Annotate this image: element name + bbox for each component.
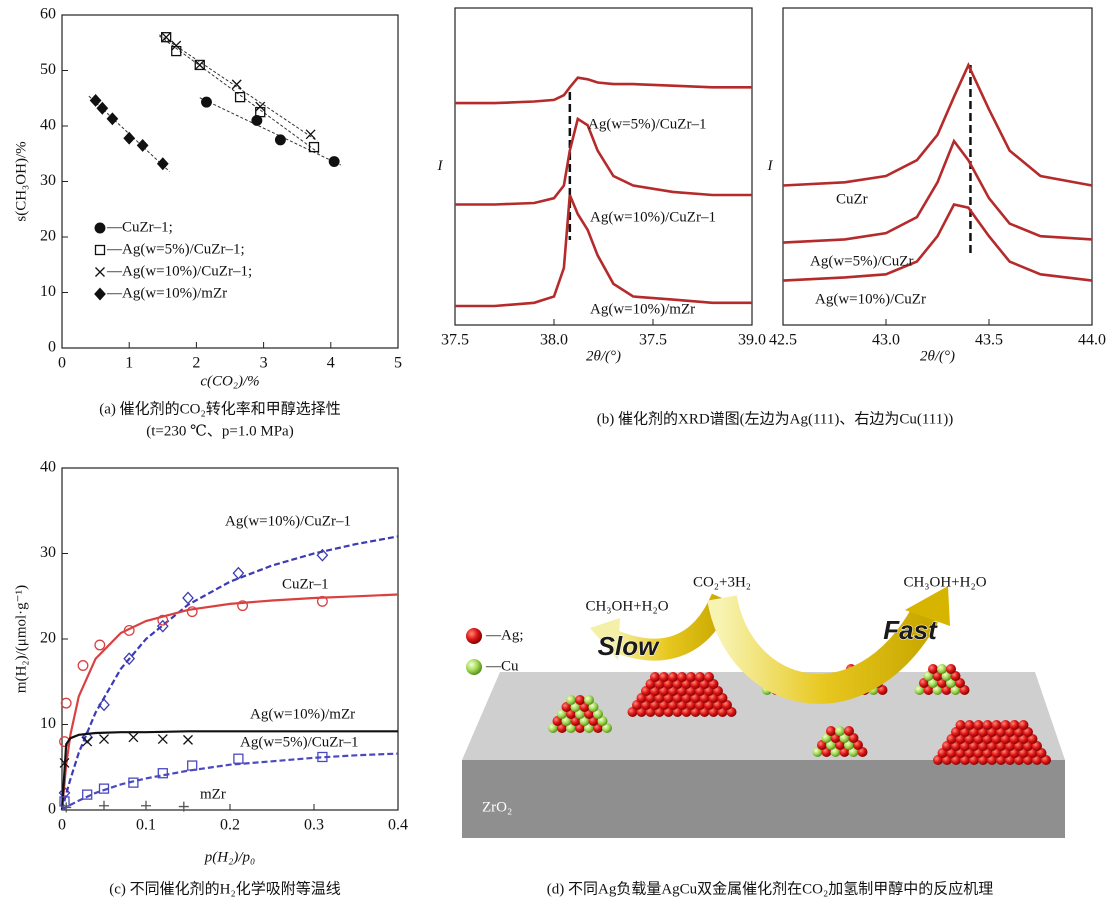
y-tick-label: 20	[40, 228, 56, 245]
series-label: Ag(w=10%)/CuZr–1	[225, 513, 351, 529]
y-axis-label: I	[767, 158, 774, 174]
y-tick-label: 40	[40, 459, 56, 476]
series-label: Ag(w=10%)/CuZr	[815, 291, 926, 307]
y-tick-label: 40	[40, 117, 56, 134]
series-label: CuZr	[836, 191, 868, 207]
atom	[928, 664, 938, 674]
figure: ZrO₂ —Ag; —Cu CO₂+3H₂ CH₃OH+H₂O CH₃OH+H₂…	[0, 0, 1114, 904]
legend-cu: —Cu	[485, 658, 519, 674]
series-label: Ag(w=5%)/CuZr	[810, 253, 913, 269]
subcaption: (t=230 ℃、p=1.0 MPa)	[146, 423, 293, 439]
series-label: Ag(w=5%)/CuZr–1	[240, 734, 358, 750]
x-tick-label: 1	[125, 355, 133, 372]
reactant: CO₂+3H₂	[693, 574, 751, 590]
x-axis-label: 2θ/(°)	[586, 348, 621, 364]
x-axis-label: c(CO₂)/%	[200, 373, 259, 389]
x-tick-label: 0.4	[388, 817, 408, 834]
x-tick-label: 37.5	[639, 332, 667, 349]
fast-label: Fast	[883, 615, 938, 645]
legend-ag: —Ag;	[485, 627, 524, 643]
x-axis-label: p(H₂)/p₀	[204, 849, 255, 865]
x-tick-label: 0.2	[220, 817, 240, 834]
legend-label: —CuZr–1;	[106, 219, 173, 235]
atom	[686, 672, 696, 682]
x-tick-label: 42.5	[769, 332, 797, 349]
marker	[329, 157, 339, 167]
fast-product: CH₃OH+H₂O	[903, 574, 986, 590]
series-label: mZr	[200, 786, 226, 802]
x-tick-label: 43.5	[975, 332, 1003, 349]
atom	[956, 720, 966, 730]
caption: (d) 不同Ag负载量AgCu双金属催化剂在CO₂加氢制甲醇中的反应机理	[547, 879, 993, 897]
legend-label: —Ag(w=10%)/mZr	[106, 285, 227, 301]
atom	[1010, 720, 1020, 730]
atom	[946, 664, 956, 674]
y-tick-label: 0	[48, 339, 56, 356]
atom	[937, 664, 947, 674]
series-label: Ag(w=10%)/mZr	[590, 301, 695, 317]
atom	[974, 720, 984, 730]
atom	[983, 720, 993, 730]
x-tick-label: 5	[394, 355, 402, 372]
y-tick-label: 50	[40, 61, 56, 78]
atom	[826, 726, 836, 736]
atom	[575, 695, 585, 705]
atom	[668, 672, 678, 682]
marker	[276, 135, 286, 145]
atom	[584, 695, 594, 705]
atom	[677, 672, 687, 682]
y-tick-label: 20	[40, 630, 56, 647]
atom	[992, 720, 1002, 730]
atom	[1001, 720, 1011, 730]
x-tick-label: 2	[192, 355, 200, 372]
x-tick-label: 3	[260, 355, 268, 372]
support-front	[462, 760, 1065, 838]
legend-marker	[95, 223, 105, 233]
atom	[695, 672, 705, 682]
legend-ag-ball	[466, 628, 482, 644]
x-tick-label: 0	[58, 355, 66, 372]
legend-label: —Ag(w=5%)/CuZr–1;	[106, 241, 245, 257]
atom	[566, 695, 576, 705]
y-tick-label: 30	[40, 544, 56, 561]
legend-label: —Ag(w=10%)/CuZr–1;	[106, 263, 252, 279]
caption: (c) 不同催化剂的H₂化学吸附等温线	[109, 879, 340, 897]
slow-product: CH₃OH+H₂O	[585, 598, 668, 614]
atom	[1019, 720, 1029, 730]
atom	[835, 726, 845, 736]
series-label: Ag(w=5%)/CuZr–1	[588, 116, 706, 132]
x-tick-label: 4	[327, 355, 335, 372]
atom	[650, 672, 660, 682]
support-label: ZrO₂	[482, 799, 512, 815]
x-axis-label: 2θ/(°)	[920, 348, 955, 364]
atom	[659, 672, 669, 682]
y-tick-label: 0	[48, 801, 56, 818]
x-tick-label: 38.0	[540, 332, 568, 349]
series-label: Ag(w=10%)/mZr	[250, 706, 355, 722]
x-tick-label: 37.5	[441, 332, 469, 349]
atom	[965, 720, 975, 730]
caption: (b) 催化剂的XRD谱图(左边为Ag(111)、右边为Cu(111))	[597, 410, 954, 427]
x-tick-label: 44.0	[1078, 332, 1106, 349]
y-tick-label: 10	[40, 283, 56, 300]
caption: (a) 催化剂的CO₂转化率和甲醇选择性	[99, 400, 340, 417]
marker	[202, 97, 212, 107]
series-label: CuZr–1	[282, 576, 329, 592]
atom	[844, 726, 854, 736]
slow-label: Slow	[598, 631, 660, 661]
y-axis-label: m(H₂)/(μmol·g⁻¹)	[13, 585, 29, 693]
y-tick-label: 10	[40, 715, 56, 732]
x-tick-label: 0.3	[304, 817, 324, 834]
y-axis-label: I	[437, 158, 444, 174]
series-label: Ag(w=10%)/CuZr–1	[590, 209, 716, 225]
y-axis-label: s(CH₃OH)/%	[13, 141, 29, 221]
y-tick-label: 30	[40, 172, 56, 189]
legend-cu-ball	[466, 659, 482, 675]
atom	[704, 672, 714, 682]
x-tick-label: 39.0	[738, 332, 766, 349]
x-tick-label: 0	[58, 817, 66, 834]
y-tick-label: 60	[40, 6, 56, 23]
x-tick-label: 0.1	[136, 817, 156, 834]
x-tick-label: 43.0	[872, 332, 900, 349]
